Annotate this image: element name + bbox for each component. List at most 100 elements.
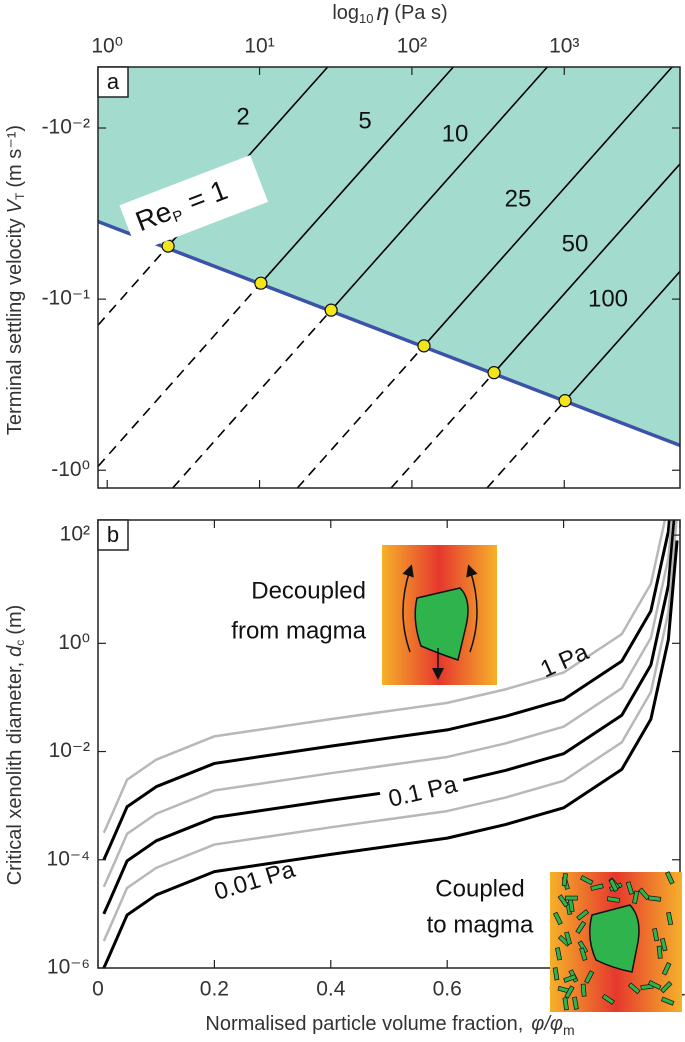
panel-b-plot bbox=[102, 520, 679, 968]
coupled-inset bbox=[550, 871, 682, 1012]
crystal bbox=[606, 896, 621, 903]
x-tick-label: 10³ bbox=[549, 35, 579, 58]
crystal bbox=[661, 962, 672, 976]
crystal bbox=[580, 983, 587, 997]
crystal bbox=[561, 873, 568, 887]
x-tick-label: 0.4 bbox=[316, 978, 346, 1001]
crystal bbox=[664, 871, 675, 885]
dashed-line bbox=[98, 282, 262, 467]
crystal bbox=[562, 997, 569, 1011]
crystal bbox=[564, 931, 572, 945]
crystal bbox=[590, 883, 604, 891]
x-axis-title-symbol: η bbox=[377, 0, 390, 25]
y-axis-title: Critical xenolith diameter, dc (m) bbox=[4, 605, 27, 886]
x-axis-title: log10 η (Pa s) bbox=[332, 0, 447, 26]
dashed-line bbox=[98, 245, 169, 326]
x-tick-label: 0.6 bbox=[433, 978, 462, 1001]
line bbox=[260, 67, 454, 284]
crystal bbox=[666, 911, 674, 926]
intersection-point bbox=[161, 239, 175, 253]
curve bbox=[102, 520, 671, 861]
intersection-point bbox=[324, 303, 338, 317]
x-tick-label: 0 bbox=[92, 978, 104, 1001]
label-box bbox=[119, 155, 269, 252]
crystal bbox=[557, 894, 569, 908]
panel-label: b bbox=[107, 522, 119, 547]
crystal bbox=[565, 895, 578, 901]
decoupled-inset bbox=[382, 545, 497, 685]
x-axis-title-unit: (Pa s) bbox=[394, 2, 447, 24]
crystal bbox=[659, 937, 668, 952]
y-tick-label: -10⁰ bbox=[51, 458, 90, 481]
panel-a-plot bbox=[98, 67, 680, 488]
crystal bbox=[564, 985, 575, 999]
x-axis-title-symbol: φ/φ bbox=[531, 1013, 563, 1035]
crystal bbox=[576, 909, 590, 921]
x-tick-label: 0.2 bbox=[200, 978, 229, 1001]
intersection-point bbox=[487, 366, 501, 380]
line bbox=[423, 67, 673, 347]
y-tick-label: -10⁻² bbox=[42, 116, 90, 139]
x-axis-title-text: Normalised particle volume fraction, bbox=[205, 1013, 523, 1035]
y-axis-title-sub: T bbox=[13, 192, 27, 200]
x-axis-title-sub: m bbox=[563, 1022, 575, 1038]
panel-label: a bbox=[107, 69, 120, 94]
crystal bbox=[563, 974, 577, 983]
crystal bbox=[557, 934, 571, 947]
y-tick-label: 10⁻⁶ bbox=[47, 956, 90, 979]
dashed-line bbox=[172, 309, 332, 488]
y-tick-label: -10⁻¹ bbox=[42, 287, 90, 310]
crystal bbox=[555, 947, 563, 961]
crystal bbox=[625, 881, 634, 895]
panel-label-box bbox=[97, 519, 129, 551]
boundary-label: ReP= 1 bbox=[119, 155, 269, 252]
x-axis-title-sub: 10 bbox=[359, 11, 373, 26]
y-axis-title-unit: (m) bbox=[4, 605, 26, 635]
curve-label: 1 Pa bbox=[536, 638, 593, 683]
crystal bbox=[552, 911, 563, 926]
curve bbox=[102, 520, 667, 834]
crystal bbox=[575, 920, 587, 934]
crystal bbox=[552, 967, 560, 981]
crystal bbox=[647, 980, 662, 990]
y-axis-title-symbol: d bbox=[4, 645, 26, 657]
x-axis-title-text: log bbox=[332, 2, 359, 24]
xenolith bbox=[414, 587, 469, 661]
crystal bbox=[572, 996, 579, 1010]
x-axis-title: Normalised particle volume fraction, φ/φm bbox=[205, 1013, 574, 1037]
xenolith bbox=[589, 904, 640, 973]
curve bbox=[102, 520, 673, 888]
crystal bbox=[656, 945, 663, 959]
annotation: Coupled bbox=[435, 875, 524, 902]
crystal bbox=[638, 887, 651, 901]
y-tick-label: 10⁻⁴ bbox=[47, 847, 90, 870]
dashed-line bbox=[390, 372, 495, 488]
y-axis-title-text: Critical xenolith diameter, bbox=[4, 662, 26, 885]
plot-frame bbox=[97, 519, 681, 969]
crystal bbox=[601, 993, 615, 1005]
curve bbox=[102, 540, 679, 968]
line-label: 5 bbox=[358, 107, 371, 134]
y-axis-title-text: Terminal settling velocity bbox=[4, 218, 26, 435]
flow-arrow bbox=[402, 564, 414, 653]
annotation: Decoupled bbox=[251, 577, 366, 604]
line-label: 50 bbox=[562, 230, 589, 257]
intersection-point bbox=[254, 276, 268, 290]
line-label: 25 bbox=[505, 185, 532, 212]
crystal bbox=[627, 982, 641, 995]
line-label: 10 bbox=[442, 120, 469, 147]
y-axis-title: Terminal settling velocity VT (m s⁻¹) bbox=[4, 125, 27, 435]
annotation: from magma bbox=[231, 617, 366, 644]
dashed-line bbox=[296, 345, 425, 488]
x-tick-label: 10⁰ bbox=[91, 35, 123, 58]
crystal bbox=[660, 996, 675, 1006]
intersection-point bbox=[417, 339, 431, 353]
line bbox=[330, 67, 548, 311]
boundary-line bbox=[98, 219, 680, 448]
line-label: 2 bbox=[236, 103, 249, 130]
curve-label-text: 0.01 Pa bbox=[211, 856, 299, 906]
y-axis-title-sub: c bbox=[13, 640, 27, 646]
crystal bbox=[577, 940, 589, 954]
crystal bbox=[632, 890, 640, 904]
